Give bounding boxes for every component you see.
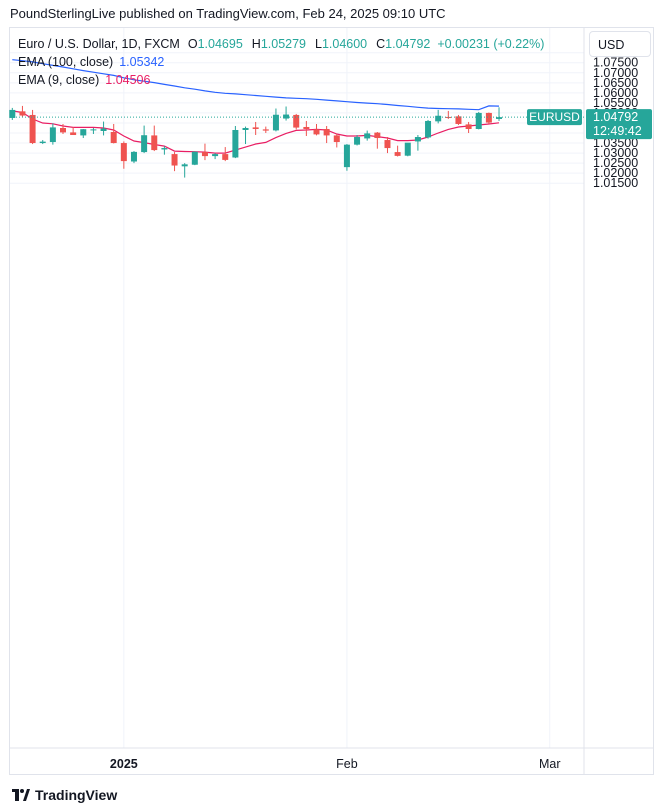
candle-up[interactable] <box>100 128 107 131</box>
candle-up[interactable] <box>49 127 56 143</box>
candle-up[interactable] <box>354 137 361 145</box>
legend-c-label: C <box>376 37 386 51</box>
candle-up[interactable] <box>272 114 279 131</box>
candle-up[interactable] <box>435 115 442 122</box>
candle-up[interactable] <box>212 154 219 157</box>
candle-up[interactable] <box>404 142 411 156</box>
candle-up[interactable] <box>130 151 137 162</box>
legend-ema9-value: 1.04506 <box>105 73 151 87</box>
y-tick-label: 1.03000 <box>593 146 638 160</box>
candle-down[interactable] <box>60 127 66 133</box>
candle-down[interactable] <box>29 114 36 144</box>
publisher-header: PoundSterlingLive published on TradingVi… <box>10 6 446 21</box>
candle-down[interactable] <box>394 152 401 156</box>
legend-c-value: 1.04792 <box>385 37 431 51</box>
symbol-tag-label: EURUSD <box>529 110 580 124</box>
y-tick-label: 1.02000 <box>593 166 638 180</box>
legend-ema9-row[interactable]: EMA (9, close) 1.04506 <box>18 71 544 89</box>
candle-down[interactable] <box>171 154 178 166</box>
candle-down[interactable] <box>19 111 26 116</box>
candle-up[interactable] <box>232 129 239 158</box>
legend-ohlc-row: Euro / U.S. Dollar, 1D, FXCM O 1.04695 H… <box>18 35 544 53</box>
candle-up[interactable] <box>364 133 371 139</box>
candle-up[interactable] <box>181 164 188 167</box>
candle-down[interactable] <box>374 132 381 139</box>
candle-up[interactable] <box>242 127 249 130</box>
candle-down[interactable] <box>222 154 229 160</box>
x-tick-label: Feb <box>336 757 358 771</box>
legend-l-value: 1.04600 <box>321 37 368 51</box>
legend-symbol: Euro / U.S. Dollar, 1D, FXCM <box>18 37 180 51</box>
candle-up[interactable] <box>425 120 432 138</box>
symbol-tag <box>527 109 582 126</box>
candle-down[interactable] <box>151 135 158 151</box>
candle-up[interactable] <box>80 129 87 136</box>
candle-up[interactable] <box>496 117 503 119</box>
legend-ema9-label: EMA (9, close) <box>18 73 100 87</box>
legend-change: +0.00231 (+0.22%) <box>437 37 545 51</box>
legend-ema100-row[interactable]: EMA (100, close) 1.05342 <box>18 53 544 71</box>
price-tag <box>586 109 652 140</box>
y-tick-label: 1.02500 <box>593 156 638 170</box>
candle-down[interactable] <box>333 135 340 143</box>
price-tag-value: 1.04792 <box>593 110 638 124</box>
legend-h-value: 1.05279 <box>260 37 306 51</box>
legend-ema100-label: EMA (100, close) <box>18 55 114 69</box>
candle-up[interactable] <box>161 148 168 150</box>
candle-down[interactable] <box>120 143 127 162</box>
legend-o-label: O <box>187 37 198 51</box>
y-tick-label: 1.03500 <box>593 136 638 150</box>
candle-down[interactable] <box>262 129 269 131</box>
candle-down[interactable] <box>70 132 77 136</box>
candle-up[interactable] <box>141 135 148 153</box>
currency-button[interactable]: USD <box>589 31 651 57</box>
candle-down[interactable] <box>323 128 330 136</box>
candle-down[interactable] <box>110 132 117 144</box>
candle-up[interactable] <box>343 144 350 168</box>
x-tick-label: 2025 <box>110 757 138 771</box>
x-tick-label: Mar <box>539 757 561 771</box>
tradingview-footer[interactable]: TradingView <box>12 787 117 803</box>
footer-brand: TradingView <box>35 787 118 803</box>
y-tick-label: 1.05500 <box>593 96 638 110</box>
candle-up[interactable] <box>414 137 421 142</box>
candle-up[interactable] <box>39 141 46 144</box>
ema100-line <box>12 59 500 111</box>
candle-down[interactable] <box>201 152 208 157</box>
y-tick-label: 1.07500 <box>593 56 638 70</box>
candle-down[interactable] <box>313 129 320 135</box>
legend-ema100-value: 1.05342 <box>119 55 165 69</box>
legend-l-label: L <box>315 37 322 51</box>
legend-o-value: 1.04695 <box>197 37 243 51</box>
candle-down[interactable] <box>303 126 310 129</box>
candle-up[interactable] <box>283 114 290 119</box>
chart-legend: Euro / U.S. Dollar, 1D, FXCM O 1.04695 H… <box>18 35 544 89</box>
candle-up[interactable] <box>191 151 198 165</box>
tradingview-logo-icon <box>12 789 30 801</box>
candle-up[interactable] <box>475 112 482 129</box>
y-tick-label: 1.01500 <box>593 176 638 190</box>
candle-up[interactable] <box>9 109 16 118</box>
chart-frame <box>9 27 654 775</box>
candle-up[interactable] <box>90 129 97 131</box>
candle-down[interactable] <box>384 140 391 149</box>
candle-down[interactable] <box>485 112 492 123</box>
candle-down[interactable] <box>293 114 300 128</box>
candle-down[interactable] <box>252 127 259 129</box>
candle-down[interactable] <box>465 124 472 129</box>
y-tick-label: 1.06000 <box>593 86 638 100</box>
y-tick-label: 1.06500 <box>593 76 638 90</box>
legend-h-label: H <box>251 37 261 51</box>
price-tag-countdown: 12:49:42 <box>593 124 642 138</box>
y-tick-label: 1.07000 <box>593 66 638 80</box>
candle-down[interactable] <box>455 116 462 124</box>
